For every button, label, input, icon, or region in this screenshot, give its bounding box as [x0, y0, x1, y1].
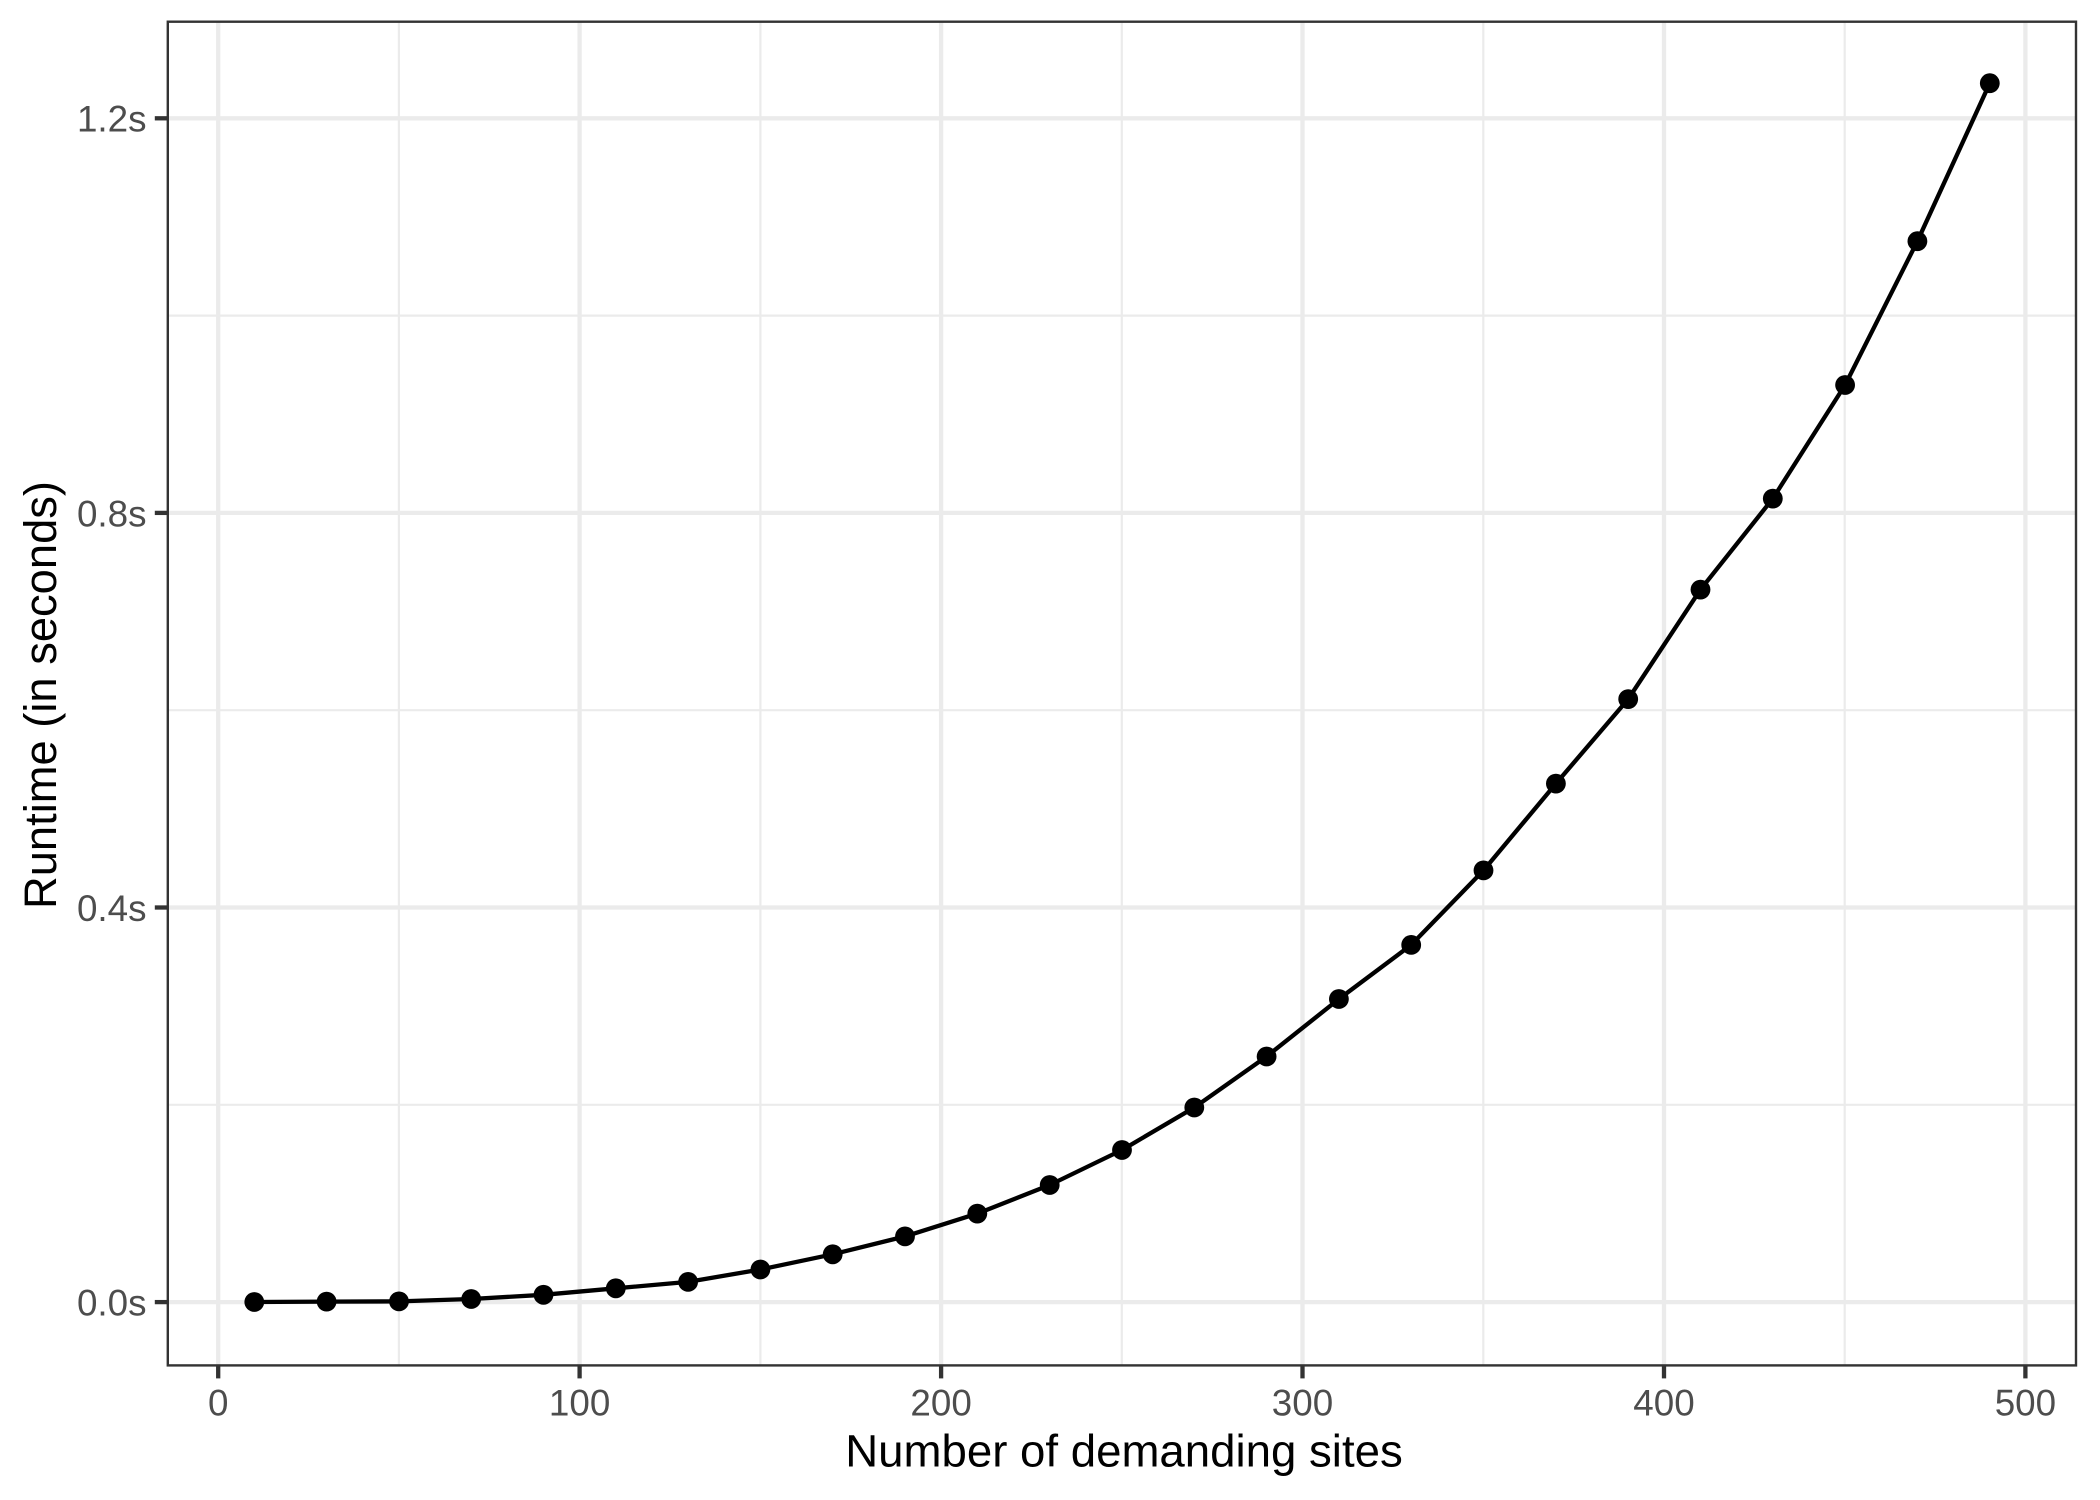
svg-text:0.4s: 0.4s	[77, 888, 147, 929]
svg-text:400: 400	[1633, 1383, 1694, 1424]
svg-text:200: 200	[910, 1383, 971, 1424]
svg-text:0: 0	[208, 1383, 228, 1424]
svg-text:0.0s: 0.0s	[77, 1283, 147, 1324]
svg-text:0.8s: 0.8s	[77, 493, 147, 534]
svg-text:300: 300	[1272, 1383, 1333, 1424]
svg-text:100: 100	[549, 1383, 610, 1424]
svg-text:1.2s: 1.2s	[77, 99, 147, 140]
svg-text:500: 500	[1995, 1383, 2056, 1424]
svg-text:Number of demanding sites: Number of demanding sites	[845, 1426, 1403, 1477]
svg-text:Runtime (in seconds): Runtime (in seconds)	[15, 481, 66, 909]
